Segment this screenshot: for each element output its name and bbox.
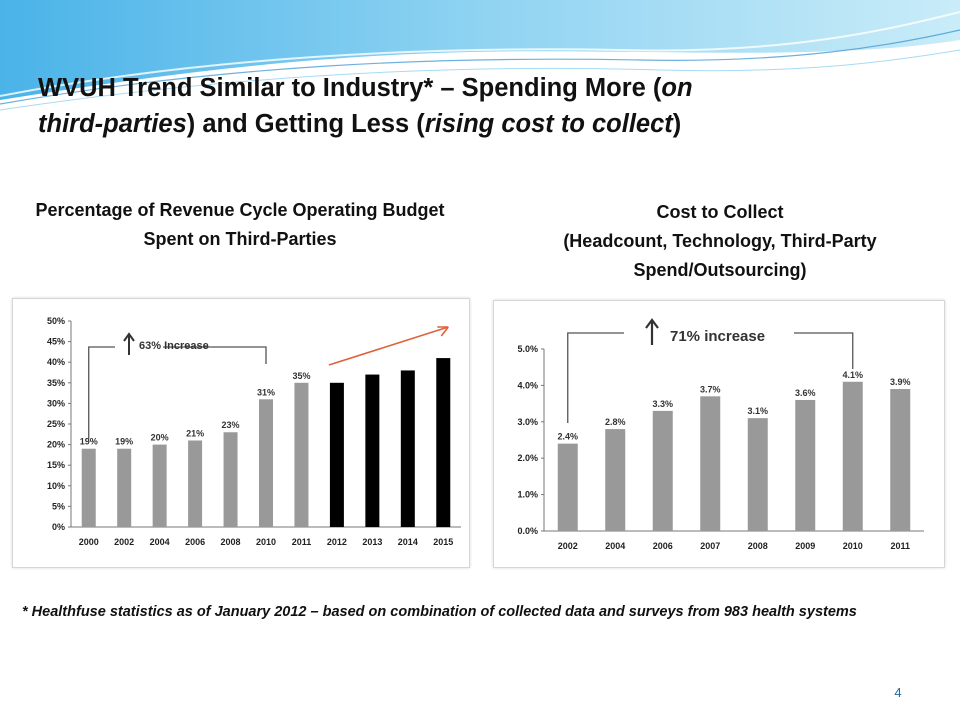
left-chart-bar bbox=[329, 382, 344, 527]
right-chart-bar bbox=[747, 418, 768, 531]
left-chart-heading: Percentage of Revenue Cycle Operating Bu… bbox=[35, 200, 445, 249]
left-chart-data-label: 23% bbox=[222, 420, 240, 430]
left-chart-x-tick-label: 2011 bbox=[292, 537, 312, 547]
left-chart-x-tick-label: 2014 bbox=[398, 537, 418, 547]
left-chart-y-tick-label: 50% bbox=[47, 316, 65, 326]
left-chart-data-label: 31% bbox=[257, 387, 275, 397]
left-chart-data-label: 21% bbox=[186, 428, 204, 438]
right-chart-data-label: 4.1% bbox=[842, 370, 863, 380]
left-chart-y-tick-label: 15% bbox=[47, 460, 65, 470]
right-chart-x-tick-label: 2004 bbox=[605, 541, 625, 551]
right-chart-y-tick-label: 0.0% bbox=[517, 526, 538, 536]
slide-title: WVUH Trend Similar to Industry* – Spendi… bbox=[38, 74, 693, 138]
left-chart-trend-arrow-line bbox=[328, 326, 449, 366]
right-chart-heading-line2: (Headcount, Technology, Third-Party Spen… bbox=[563, 231, 877, 280]
left-chart-bar bbox=[188, 440, 203, 527]
left-chart-bar bbox=[152, 444, 167, 527]
right-chart-bar bbox=[557, 443, 578, 531]
left-chart-y-tick-label: 0% bbox=[52, 522, 65, 532]
right-chart-data-label: 3.1% bbox=[747, 406, 768, 416]
right-chart-y-tick-label: 3.0% bbox=[517, 417, 538, 427]
header-wave-decoration bbox=[0, 0, 960, 111]
left-chart-y-tick-label: 45% bbox=[47, 337, 65, 347]
left-chart-y-tick-label: 30% bbox=[47, 398, 65, 408]
left-chart-data-label: 35% bbox=[292, 371, 310, 381]
right-chart-data-label: 3.9% bbox=[890, 377, 911, 387]
left-chart-bar bbox=[117, 448, 132, 527]
left-chart-x-tick-label: 2008 bbox=[221, 537, 241, 547]
left-chart-bar bbox=[259, 399, 273, 527]
right-chart-x-tick-label: 2008 bbox=[748, 541, 768, 551]
right-chart-bar bbox=[652, 410, 673, 531]
left-chart-bar bbox=[81, 448, 96, 527]
right-chart-annotation: 71% increase bbox=[670, 328, 765, 345]
left-chart-annotation: 63% Increase bbox=[139, 340, 209, 352]
right-chart-panel: 0.0% 1.0% 2.0% 3.0% 4.0% 5.0% 2002 2.4% 2004 2.8%… bbox=[493, 300, 945, 568]
right-chart-bar bbox=[795, 399, 816, 531]
left-chart-x-tick-label: 2015 bbox=[433, 537, 453, 547]
right-chart-x-tick-label: 2010 bbox=[843, 541, 863, 551]
left-chart-data-label: 19% bbox=[115, 437, 133, 447]
left-chart-y-tick-label: 5% bbox=[52, 501, 65, 511]
right-chart-x-tick-label: 2002 bbox=[558, 541, 578, 551]
right-chart-data-label: 3.6% bbox=[795, 388, 816, 398]
left-chart-y-tick-label: 20% bbox=[47, 440, 65, 450]
left-chart-x-tick-label: 2012 bbox=[327, 537, 347, 547]
right-chart-bar bbox=[700, 396, 721, 531]
left-chart-y-tick-label: 10% bbox=[47, 481, 65, 491]
right-chart-heading: Cost to Collect (Headcount, Technology, … bbox=[490, 198, 950, 285]
right-chart-increase-bracket bbox=[567, 332, 854, 423]
right-chart-bar bbox=[842, 381, 863, 531]
left-chart-data-label: 19% bbox=[80, 437, 98, 447]
up-arrow-icon bbox=[123, 332, 135, 355]
right-chart-data-label: 2.8% bbox=[605, 417, 626, 427]
right-chart-y-tick-label: 5.0% bbox=[517, 344, 538, 354]
footnote: * Healthfuse statistics as of January 20… bbox=[22, 604, 857, 620]
left-chart-y-tick-label: 40% bbox=[47, 357, 65, 367]
left-chart-x-tick-label: 2004 bbox=[150, 537, 170, 547]
right-chart-x-tick-label: 2009 bbox=[795, 541, 815, 551]
third-party-spend-chart: 0% 5% 10% 15% 20% 25% 30% 35% 40% 45% 50% 2000 19% 20… bbox=[47, 316, 461, 547]
right-chart-x-tick-label: 2007 bbox=[700, 541, 720, 551]
right-chart-bar bbox=[605, 429, 626, 531]
left-chart-x-tick-label: 2013 bbox=[362, 537, 382, 547]
left-chart-x-tick-label: 2010 bbox=[256, 537, 276, 547]
left-chart-x-tick-label: 2006 bbox=[185, 537, 205, 547]
left-chart-increase-bracket bbox=[88, 346, 267, 439]
left-chart-bar bbox=[400, 370, 415, 527]
left-chart-bar bbox=[223, 432, 238, 527]
right-chart-bar bbox=[890, 389, 911, 531]
left-chart-y-tick-label: 25% bbox=[47, 419, 65, 429]
right-chart-y-tick-label: 1.0% bbox=[517, 490, 538, 500]
left-chart-data-label: 20% bbox=[151, 433, 169, 443]
right-chart-y-tick-label: 4.0% bbox=[517, 380, 538, 390]
left-chart-x-tick-label: 2002 bbox=[114, 537, 134, 547]
right-chart-data-label: 2.4% bbox=[557, 432, 578, 442]
left-chart-y-tick-label: 35% bbox=[47, 378, 65, 388]
right-chart-data-label: 3.3% bbox=[652, 399, 673, 409]
right-chart-data-label: 3.7% bbox=[700, 384, 721, 394]
left-chart-bar bbox=[436, 358, 451, 527]
cost-to-collect-chart: 0.0% 1.0% 2.0% 3.0% 4.0% 5.0% 2002 2.4% 2004 2.8%… bbox=[517, 318, 924, 551]
right-chart-y-tick-label: 2.0% bbox=[517, 453, 538, 463]
up-arrow-icon bbox=[645, 318, 659, 345]
left-chart-panel: 0% 5% 10% 15% 20% 25% 30% 35% 40% 45% 50% 2000 19% 20… bbox=[12, 298, 470, 568]
right-chart-x-tick-label: 2011 bbox=[890, 541, 910, 551]
left-chart-bar bbox=[294, 382, 309, 527]
page-number: 4 bbox=[894, 685, 902, 700]
trend-arrow-head-icon bbox=[437, 326, 449, 337]
left-chart-x-tick-label: 2000 bbox=[79, 537, 99, 547]
right-chart-x-tick-label: 2006 bbox=[653, 541, 673, 551]
right-chart-heading-line1: Cost to Collect bbox=[656, 202, 784, 222]
left-chart-bar bbox=[365, 374, 380, 527]
